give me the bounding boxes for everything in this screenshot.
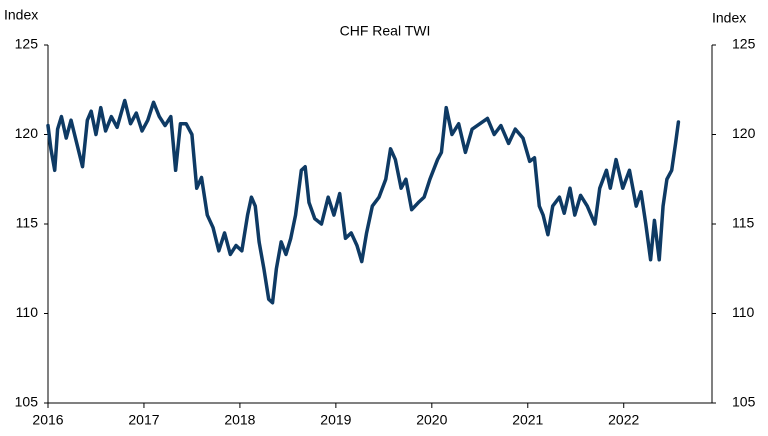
chart-title: CHF Real TWI <box>340 23 431 39</box>
y2-tick-label: 120 <box>732 125 756 141</box>
y-axis-label: Index <box>4 7 38 23</box>
data-line <box>46 98 681 305</box>
x-tick-label: 2019 <box>320 412 351 428</box>
x-tick-label: 2017 <box>128 412 159 428</box>
y2-tick-label: 105 <box>732 394 756 410</box>
y2-axis-label: Index <box>712 10 746 26</box>
y2-tick-label: 125 <box>732 36 756 52</box>
y2-tick-label: 115 <box>732 215 755 231</box>
x-tick-label: 2022 <box>608 412 639 428</box>
y-tick-label: 115 <box>16 215 39 231</box>
x-tick-label: 2020 <box>416 412 447 428</box>
y2-tick-label: 110 <box>732 304 755 320</box>
y-tick-label: 120 <box>15 125 39 141</box>
y-tick-label: 125 <box>15 36 39 52</box>
x-tick-label: 2016 <box>32 412 63 428</box>
x-tick-label: 2018 <box>224 412 255 428</box>
y-tick-label: 105 <box>15 394 39 410</box>
y-tick-label: 110 <box>16 304 39 320</box>
x-tick-label: 2021 <box>512 412 543 428</box>
